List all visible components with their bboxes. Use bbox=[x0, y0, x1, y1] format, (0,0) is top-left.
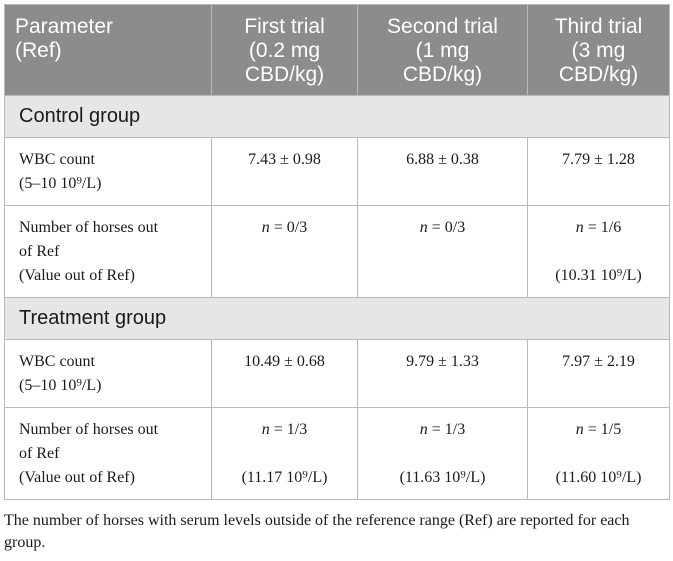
table-cell: n = 1/5 (11.60 10⁹/L) bbox=[527, 407, 670, 500]
header-third-trial-line: (3 mg bbox=[571, 39, 626, 62]
count-value: n = 1/6 bbox=[575, 219, 622, 236]
row-label-line: (Value out of Ref) bbox=[19, 267, 135, 284]
spacer bbox=[364, 442, 521, 466]
header-parameter-line: Parameter bbox=[15, 15, 114, 38]
count-value: n = 0/3 bbox=[419, 219, 466, 236]
table-cell: 9.79 ± 1.33 bbox=[357, 339, 528, 408]
row-label-line: Number of horses out bbox=[19, 421, 159, 438]
table-cell: n = 1/3 (11.17 10⁹/L) bbox=[211, 407, 358, 500]
table-cell: 6.88 ± 0.38 bbox=[357, 137, 528, 206]
group-row-control: Control group bbox=[4, 95, 670, 138]
group-title: Control group bbox=[4, 95, 670, 138]
header-parameter-line: (Ref) bbox=[15, 39, 62, 62]
header-first-trial-line: CBD/kg) bbox=[244, 63, 325, 86]
header-third-trial-line: CBD/kg) bbox=[558, 63, 639, 86]
count-value: n = 1/3 bbox=[419, 421, 466, 438]
row-label: WBC count (5–10 10⁹/L) bbox=[4, 137, 212, 206]
header-first-trial-line: (0.2 mg bbox=[248, 39, 321, 62]
row-label-line: WBC count bbox=[19, 353, 95, 370]
table-cell: 7.79 ± 1.28 bbox=[527, 137, 670, 206]
header-third-trial-line: Third trial bbox=[554, 15, 643, 38]
results-table-container: Parameter (Ref) First trial (0.2 mg CBD/… bbox=[4, 4, 670, 500]
table-footnote: The number of horses with serum levels o… bbox=[4, 512, 630, 551]
out-of-ref-value: (10.31 10⁹/L) bbox=[555, 267, 642, 284]
row-label: Number of horses out of Ref (Value out o… bbox=[4, 407, 212, 500]
header-first-trial: First trial (0.2 mg CBD/kg) bbox=[211, 4, 358, 96]
count-value: n = 1/3 bbox=[261, 421, 308, 438]
row-label-line: WBC count bbox=[19, 151, 95, 168]
table-cell: 7.97 ± 2.19 bbox=[527, 339, 670, 408]
table-cell: 10.49 ± 0.68 bbox=[211, 339, 358, 408]
row-label-line: (5–10 10⁹/L) bbox=[19, 377, 102, 394]
table-cell: n = 0/3 bbox=[211, 205, 358, 298]
header-second-trial-line: (1 mg bbox=[415, 39, 470, 62]
group-row-treatment: Treatment group bbox=[4, 297, 670, 340]
table-row: WBC count (5–10 10⁹/L) 10.49 ± 0.68 9.79… bbox=[4, 339, 670, 408]
spacer bbox=[534, 442, 663, 466]
group-title: Treatment group bbox=[4, 297, 670, 340]
header-second-trial: Second trial (1 mg CBD/kg) bbox=[357, 4, 528, 96]
header-second-trial-line: Second trial bbox=[387, 15, 498, 38]
out-of-ref-value: (11.60 10⁹/L) bbox=[555, 469, 642, 486]
row-label-line: Number of horses out bbox=[19, 219, 159, 236]
header-row: Parameter (Ref) First trial (0.2 mg CBD/… bbox=[4, 4, 670, 96]
spacer bbox=[534, 240, 663, 264]
table-row: WBC count (5–10 10⁹/L) 7.43 ± 0.98 6.88 … bbox=[4, 137, 670, 206]
header-first-trial-line: First trial bbox=[244, 15, 325, 38]
row-label-line: (5–10 10⁹/L) bbox=[19, 175, 102, 192]
row-label: Number of horses out of Ref (Value out o… bbox=[4, 205, 212, 298]
count-value: n = 1/5 bbox=[575, 421, 622, 438]
count-value: n = 0/3 bbox=[261, 219, 308, 236]
out-of-ref-value: (11.17 10⁹/L) bbox=[241, 469, 328, 486]
wbc-results-table: Parameter (Ref) First trial (0.2 mg CBD/… bbox=[4, 4, 670, 500]
row-label-line: of Ref bbox=[19, 243, 60, 260]
header-third-trial: Third trial (3 mg CBD/kg) bbox=[527, 4, 670, 96]
table-body: Control group WBC count (5–10 10⁹/L) 7.4… bbox=[4, 95, 670, 500]
row-label-line: of Ref bbox=[19, 445, 60, 462]
table-cell: n = 1/6 (10.31 10⁹/L) bbox=[527, 205, 670, 298]
spacer bbox=[218, 442, 351, 466]
table-cell: n = 0/3 bbox=[357, 205, 528, 298]
table-header: Parameter (Ref) First trial (0.2 mg CBD/… bbox=[4, 4, 670, 96]
table-row: Number of horses out of Ref (Value out o… bbox=[4, 407, 670, 500]
table-row: Number of horses out of Ref (Value out o… bbox=[4, 205, 670, 298]
header-parameter: Parameter (Ref) bbox=[4, 4, 212, 96]
row-label: WBC count (5–10 10⁹/L) bbox=[4, 339, 212, 408]
row-label-line: (Value out of Ref) bbox=[19, 469, 135, 486]
out-of-ref-value: (11.63 10⁹/L) bbox=[399, 469, 486, 486]
header-second-trial-line: CBD/kg) bbox=[402, 63, 483, 86]
table-cell: n = 1/3 (11.63 10⁹/L) bbox=[357, 407, 528, 500]
table-cell: 7.43 ± 0.98 bbox=[211, 137, 358, 206]
